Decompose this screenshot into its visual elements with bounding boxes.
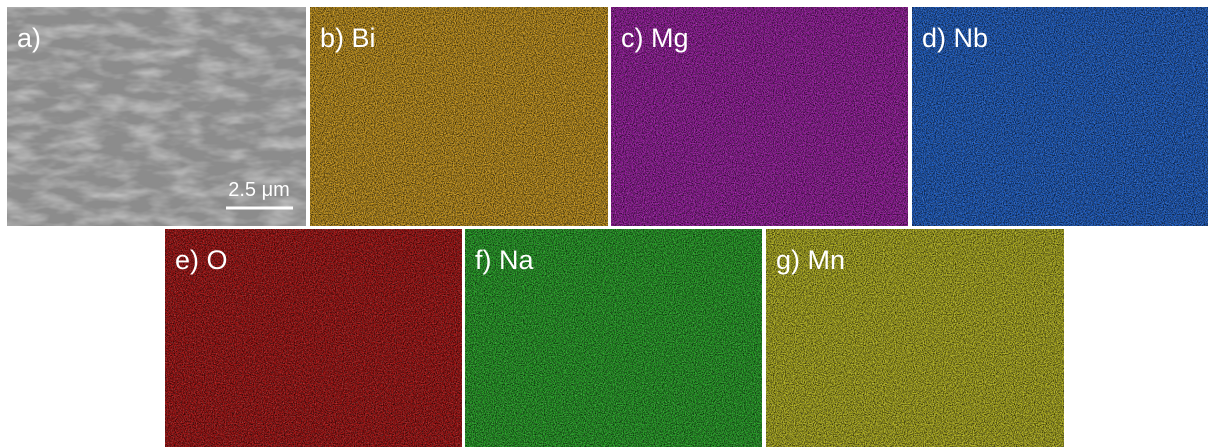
panel-label: f) Na <box>475 245 534 275</box>
panel-label: e) O <box>175 245 228 275</box>
panel-label: b) Bi <box>320 23 376 53</box>
scale-bar-label: 2.5 μm <box>228 179 290 201</box>
panel-label: c) Mg <box>621 23 689 53</box>
panel-label: g) Mn <box>776 245 845 275</box>
figure: a) b) Bi c) Mg d) Nb e) O f) Na g) Mn 2.5 μm <box>0 0 1210 447</box>
panel-label: d) Nb <box>922 23 988 53</box>
panel-label: a) <box>17 23 41 53</box>
page: a)b) Bic) Mgd) Nbe) Of) Nag) Mn2.5 μm ((… <box>0 0 1210 447</box>
